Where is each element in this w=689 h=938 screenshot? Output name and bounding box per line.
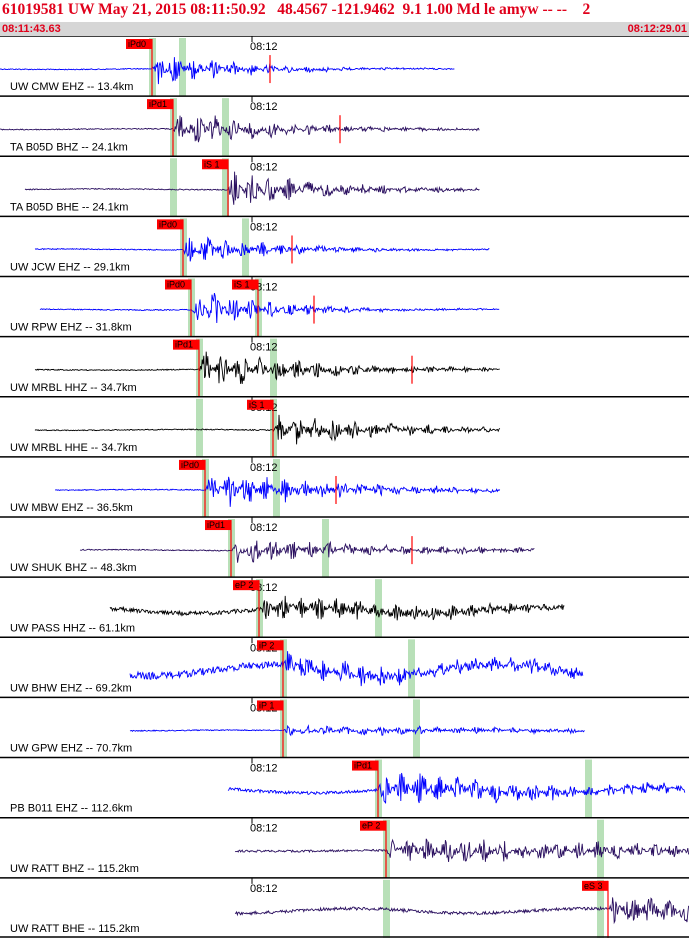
- time-range-bar: [0, 22, 689, 36]
- trace-10-pick-box: [257, 640, 283, 651]
- trace-6-pick-box: [247, 399, 273, 410]
- trace-4-station-label: UW RPW EHZ -- 31.8km: [10, 322, 132, 334]
- trace-6-station-label: UW MRBL HHE -- 34.7km: [10, 442, 137, 454]
- trace-13-time-tick-label: 08:12: [250, 823, 278, 835]
- trace-7-pick-label: iPd0: [181, 460, 199, 470]
- trace-6-waveform: [34, 414, 501, 445]
- trace-5-time-tick-label: 08:12: [250, 342, 278, 354]
- trace-12-pick-box: [352, 760, 378, 771]
- trace-3-waveform: [34, 236, 490, 262]
- trace-0-pick-window-1: [179, 38, 186, 97]
- trace-2-waveform: [24, 171, 480, 205]
- trace-4-s-pick-box: [232, 279, 258, 290]
- trace-11-station-label: UW GPW EHZ -- 70.7km: [10, 743, 132, 755]
- trace-2-time-tick-label: 08:12: [250, 161, 278, 173]
- trace-4-pick-label: iPd0: [167, 280, 185, 290]
- trace-2-station-label: TA B05D BHE -- 24.1km: [10, 201, 128, 213]
- event-header: 61019581 UW May 21, 2015 08:11:50.92 48.…: [0, 0, 689, 36]
- trace-9-station-label: UW PASS HHZ -- 61.1km: [10, 622, 135, 634]
- trace-10-waveform: [129, 651, 584, 687]
- trace-1-pick-label: iPd1: [149, 99, 167, 109]
- trace-8-pick-box: [205, 520, 231, 531]
- seismogram-plot[interactable]: 08:12 iPd0 UW CMW EHZ -- 13.4km 08:12 iPd1 TA…: [0, 36, 689, 938]
- trace-12-time-tick-label: 08:12: [250, 763, 278, 775]
- trace-1-pick-box: [147, 99, 173, 110]
- trace-3-time-tick-label: 08:12: [250, 221, 278, 233]
- trace-4-waveform: [39, 292, 500, 324]
- trace-14-station-label: UW RATT BHE -- 115.2km: [10, 923, 140, 935]
- trace-9-pick-window-1: [375, 579, 382, 638]
- trace-11-waveform: [129, 724, 585, 737]
- trace-5-waveform: [34, 351, 500, 384]
- trace-14-pick-label: eS 3: [584, 881, 603, 891]
- trace-13-pick-box: [360, 820, 386, 831]
- trace-1-time-tick-label: 08:12: [250, 101, 278, 113]
- trace-12-station-label: PB B011 EHZ -- 112.6km: [10, 803, 132, 815]
- trace-13-pick-label: eP 2: [362, 821, 380, 831]
- trace-7-station-label: UW MBW EHZ -- 36.5km: [10, 502, 133, 514]
- trace-0-station-label: UW CMW EHZ -- 13.4km: [10, 81, 133, 93]
- trace-11-pick-window-1: [413, 699, 420, 758]
- trace-14-pick-box: [582, 880, 608, 891]
- trace-10-pick-label: iP 2: [259, 640, 274, 650]
- trace-12-waveform: [227, 772, 686, 804]
- trace-5-pick-box: [173, 339, 199, 350]
- trace-0-pick-box: [126, 39, 152, 49]
- trace-1-station-label: TA B05D BHZ -- 24.1km: [10, 141, 128, 153]
- trace-2-pick-box: [202, 159, 228, 170]
- trace-0-waveform: [0, 57, 455, 85]
- trace-6-pick-label: iS 1: [249, 400, 265, 410]
- trace-8-pick-label: iPd1: [207, 520, 225, 530]
- trace-8-station-label: UW SHUK BHZ -- 48.3km: [10, 562, 137, 574]
- trace-13-waveform: [234, 838, 689, 863]
- trace-13-station-label: UW RATT BHZ -- 115.2km: [10, 863, 139, 875]
- trace-14-time-tick-label: 08:12: [250, 883, 278, 895]
- trace-7-time-tick-label: 08:12: [250, 462, 278, 474]
- seismogram-panels: 08:12 iPd0 UW CMW EHZ -- 13.4km 08:12 iPd1 TA…: [0, 36, 689, 938]
- trace-8-waveform: [79, 540, 535, 563]
- trace-3-pick-label: iPd0: [159, 219, 177, 229]
- trace-5-station-label: UW MRBL HHZ -- 34.7km: [10, 382, 137, 394]
- trace-4-pick-box: [165, 279, 191, 290]
- event-title: 61019581 UW May 21, 2015 08:11:50.92 48.…: [2, 1, 591, 18]
- trace-0-time-tick-label: 08:12: [250, 41, 278, 53]
- trace-5-pick-label: iPd1: [175, 340, 193, 350]
- trace-2-pick-window-0: [170, 158, 177, 217]
- trace-7-pick-box: [179, 459, 205, 470]
- trace-0-pick-label: iPd0: [128, 39, 146, 49]
- trace-3-pick-box: [157, 219, 183, 230]
- trace-1-waveform: [0, 115, 480, 143]
- trace-8-time-tick-label: 08:12: [250, 522, 278, 534]
- trace-14-waveform: [234, 897, 689, 925]
- trace-9-pick-box: [233, 580, 259, 591]
- trace-2-pick-label: iS 1: [204, 159, 220, 169]
- trace-7-pick-window-1: [273, 458, 280, 518]
- trace-11-pick-box: [257, 700, 283, 711]
- trace-9-pick-label: eP 2: [235, 580, 253, 590]
- trace-3-station-label: UW JCW EHZ -- 29.1km: [10, 262, 130, 274]
- trace-4-s-pick-label: iS 1: [234, 280, 250, 290]
- window-end-time: 08:12:29.01: [627, 23, 687, 35]
- trace-9-waveform: [109, 595, 565, 621]
- trace-12-pick-label: iPd1: [354, 761, 372, 771]
- trace-11-pick-label: iP 1: [259, 700, 274, 710]
- window-start-time: 08:11:43.63: [2, 23, 61, 35]
- trace-2-pick-window-1: [222, 158, 229, 217]
- trace-7-waveform: [55, 476, 501, 507]
- trace-6-pick-window-0: [196, 398, 203, 457]
- trace-10-pick-window-1: [408, 639, 415, 698]
- trace-10-station-label: UW BHW EHZ -- 69.2km: [10, 682, 132, 694]
- trace-1-pick-window-1: [222, 98, 229, 157]
